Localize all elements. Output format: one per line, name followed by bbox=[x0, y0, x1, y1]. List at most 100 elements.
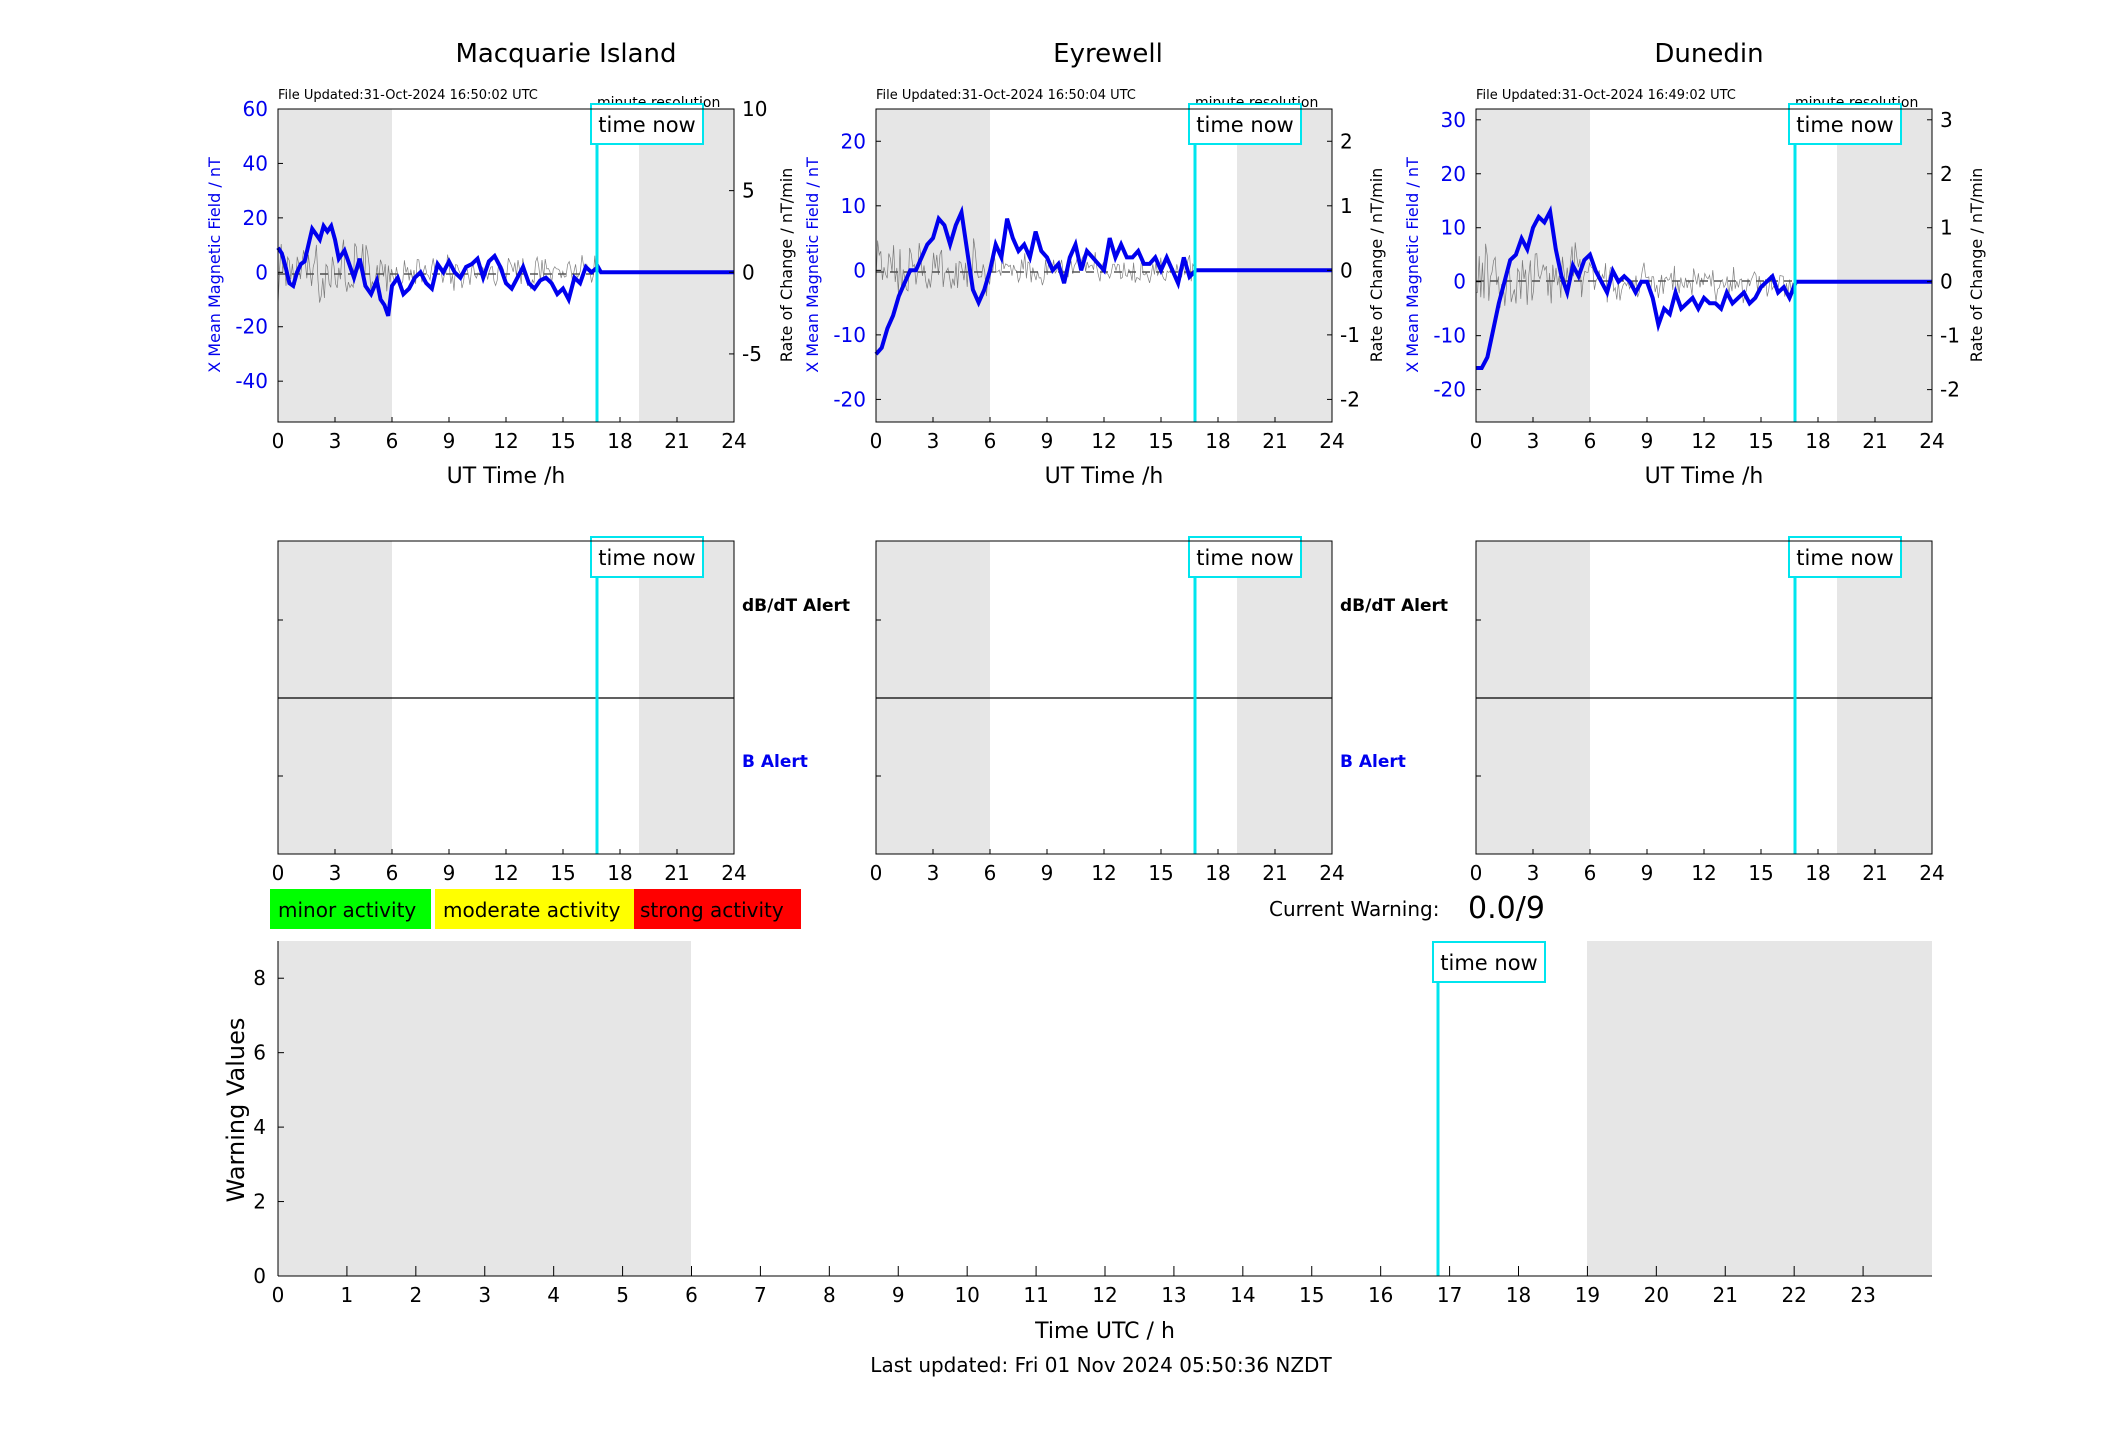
x-tick-label: 7 bbox=[754, 1283, 767, 1307]
rate-of-change-line bbox=[1475, 242, 1795, 308]
x-tick-label: 0 bbox=[1470, 861, 1483, 885]
time-now-label: time now bbox=[1440, 951, 1537, 975]
left-y-axis: -20 -10 0 10 20 30 bbox=[1433, 108, 1481, 402]
y-tick-label-right: -2 bbox=[1340, 387, 1360, 411]
current-warning-label: Current Warning: bbox=[1269, 897, 1439, 921]
x-tick-label: 3 bbox=[1527, 861, 1540, 885]
x-tick-label: 0 bbox=[1470, 429, 1483, 453]
x-tick-label: 18 bbox=[1805, 861, 1830, 885]
x-tick-label: 0 bbox=[272, 1283, 285, 1307]
right-y-axis: -5 0 5 10 bbox=[729, 97, 767, 366]
y-axis-label: X Mean Magnetic Field / nT bbox=[205, 157, 224, 373]
y-tick-label-right: -5 bbox=[742, 342, 762, 366]
alert-panel-macquarie-island: time now 0 3 6 9 12 15 18 21 24 dB/dT Alert B Al… bbox=[272, 536, 850, 885]
y-tick-label: 10 bbox=[1441, 216, 1466, 240]
x-tick-label: 0 bbox=[272, 861, 285, 885]
x-tick-label: 9 bbox=[443, 429, 456, 453]
x-tick-label: 18 bbox=[1205, 861, 1230, 885]
legend-minor-swatch bbox=[270, 889, 431, 929]
time-now-label: time now bbox=[1796, 113, 1893, 137]
y-tick-label: -20 bbox=[235, 315, 268, 339]
x-tick-label: 21 bbox=[664, 861, 689, 885]
y-axis-label: X Mean Magnetic Field / nT bbox=[803, 157, 822, 373]
x-tick-label: 15 bbox=[1148, 429, 1173, 453]
y-tick-label-right: 0 bbox=[1340, 258, 1353, 282]
x-tick-label: 18 bbox=[1506, 1283, 1531, 1307]
x-tick-label: 9 bbox=[892, 1283, 905, 1307]
x-tick-label: 10 bbox=[954, 1283, 979, 1307]
time-now-label: time now bbox=[598, 113, 695, 137]
y-axis-label-right: Rate of Change / nT/min bbox=[1367, 168, 1386, 363]
x-tick-label: 9 bbox=[1041, 429, 1054, 453]
x-axis-label: UT Time /h bbox=[447, 464, 566, 489]
right-y-axis: -2 -1 0 1 2 3 bbox=[1927, 108, 1960, 402]
station-panel-dunedin: Dunedin File Updated:31-Oct-2024 16:49:0… bbox=[1403, 39, 1986, 489]
x-tick-label: 6 bbox=[386, 861, 399, 885]
y-tick-label: 2 bbox=[253, 1190, 266, 1214]
x-tick-label: 6 bbox=[386, 429, 399, 453]
file-updated-text: File Updated:31-Oct-2024 16:50:04 UTC bbox=[876, 88, 1136, 103]
x-tick-label: 18 bbox=[1205, 429, 1230, 453]
x-tick-label: 14 bbox=[1230, 1283, 1255, 1307]
x-tick-label: 9 bbox=[1041, 861, 1054, 885]
x-tick-label: 6 bbox=[984, 429, 997, 453]
x-tick-label: 5 bbox=[616, 1283, 629, 1307]
x-axis-label: Time UTC / h bbox=[1034, 1319, 1175, 1344]
y-tick-label: 20 bbox=[243, 206, 268, 230]
time-now-label: time now bbox=[1796, 546, 1893, 570]
y-axis-label: Warning Values bbox=[222, 1018, 250, 1203]
x-tick-label: 15 bbox=[1748, 861, 1773, 885]
x-tick-label: 17 bbox=[1437, 1283, 1462, 1307]
x-tick-label: 21 bbox=[1862, 861, 1887, 885]
x-tick-label: 12 bbox=[1092, 1283, 1117, 1307]
x-tick-label: 11 bbox=[1023, 1283, 1048, 1307]
x-tick-label: 21 bbox=[664, 429, 689, 453]
x-tick-label: 3 bbox=[329, 429, 342, 453]
x-tick-label: 15 bbox=[1299, 1283, 1324, 1307]
x-tick-label: 3 bbox=[927, 429, 940, 453]
time-now-box bbox=[590, 536, 704, 578]
x-tick-label: 6 bbox=[685, 1283, 698, 1307]
rate-of-change-trace bbox=[1475, 242, 1795, 308]
x-axis-label: UT Time /h bbox=[1045, 464, 1164, 489]
y-tick-label-right: 3 bbox=[1940, 108, 1953, 132]
y-tick-label: -20 bbox=[1433, 378, 1466, 402]
left-y-axis: -20 -10 0 10 20 bbox=[833, 129, 881, 411]
x-tick-label: 0 bbox=[272, 429, 285, 453]
y-axis-label-right: Rate of Change / nT/min bbox=[1967, 168, 1986, 363]
legend-moderate-label: moderate activity bbox=[443, 898, 621, 922]
y-tick-label-right: 10 bbox=[742, 97, 767, 121]
x-tick-label: 13 bbox=[1161, 1283, 1186, 1307]
legend-moderate-swatch bbox=[435, 889, 634, 929]
y-axis-label-right: Rate of Change / nT/min bbox=[777, 168, 796, 363]
night-shade-right bbox=[1237, 109, 1332, 422]
x-tick-label: 4 bbox=[547, 1283, 560, 1307]
night-shade-left bbox=[278, 941, 691, 1276]
alert-panel-eyrewell: time now 0 3 6 9 12 15 18 21 24 dB/dT Alert B Al… bbox=[870, 536, 1448, 885]
panel-title: Dunedin bbox=[1654, 39, 1763, 69]
x-tick-label: 0 bbox=[870, 429, 883, 453]
x-tick-label: 9 bbox=[443, 861, 456, 885]
x-tick-label: 3 bbox=[1527, 429, 1540, 453]
b-alert-label: B Alert bbox=[742, 752, 808, 772]
x-axis-ticks: 0 1 2 3 4 5 6 7 8 9 10 11 12 13 14 15 16 17 18 19 20 21 22 23 bbox=[272, 1266, 1876, 1307]
x-tick-label: 6 bbox=[1584, 429, 1597, 453]
time-now-label: time now bbox=[1196, 546, 1293, 570]
y-tick-label: 8 bbox=[253, 966, 266, 990]
y-tick-label-right: 0 bbox=[742, 260, 755, 284]
right-y-axis: -2 -1 0 1 2 bbox=[1327, 129, 1360, 411]
night-shade-left bbox=[278, 109, 392, 422]
x-tick-label: 12 bbox=[1691, 429, 1716, 453]
x-tick-label: 6 bbox=[1584, 861, 1597, 885]
dbdt-alert-label: dB/dT Alert bbox=[742, 596, 850, 616]
x-tick-label: 1 bbox=[341, 1283, 354, 1307]
y-tick-label: 10 bbox=[841, 194, 866, 218]
time-now-box bbox=[1188, 103, 1302, 145]
x-tick-label: 9 bbox=[1641, 429, 1654, 453]
x-tick-label: 15 bbox=[550, 429, 575, 453]
x-tick-label: 0 bbox=[870, 861, 883, 885]
file-updated-text: File Updated:31-Oct-2024 16:49:02 UTC bbox=[1476, 88, 1736, 103]
y-tick-label: 4 bbox=[253, 1115, 266, 1139]
x-tick-label: 12 bbox=[493, 861, 518, 885]
